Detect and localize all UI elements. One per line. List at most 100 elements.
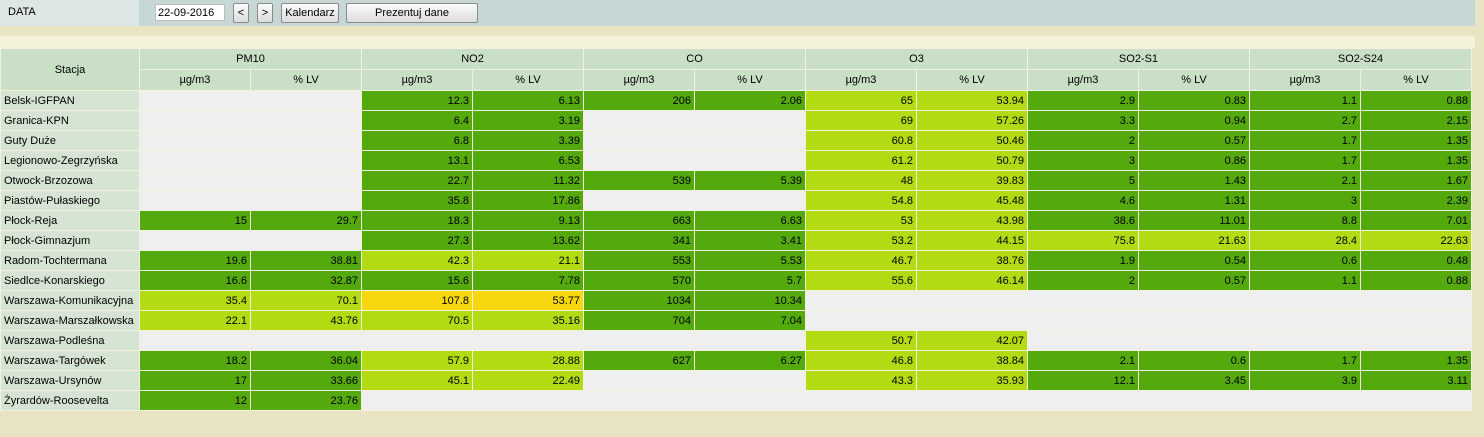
lv-percent-cell: 39.83 [916,170,1028,191]
concentration-cell: 107.8 [361,290,473,311]
station-header: Stacja [0,48,140,91]
lv-percent-cell: 7.01 [1360,210,1472,231]
lv-percent-cell: 1.35 [1360,150,1472,171]
concentration-cell: 2 [1027,270,1139,291]
lv-percent-cell [694,390,806,411]
prev-date-button[interactable]: < [233,3,249,23]
lv-percent-cell: 70.1 [250,290,362,311]
lv-percent-cell: 1.35 [1360,130,1472,151]
lv-percent-cell [1360,390,1472,411]
concentration-cell: 3 [1027,150,1139,171]
lv-percent-cell: 3.39 [472,130,584,151]
table-row: Otwock-Brzozowa 22.7 11.32 539 5.39 48 39.83 5 1… [0,170,1472,191]
concentration-cell: 1.9 [1027,250,1139,271]
concentration-cell: 55.6 [805,270,917,291]
station-name: Płock-Reja [0,210,140,231]
concentration-cell: 46.8 [805,350,917,371]
lv-percent-cell: 35.16 [472,310,584,331]
lv-percent-cell [250,330,362,351]
concentration-cell: 12.1 [1027,370,1139,391]
concentration-cell: 3 [1249,190,1361,211]
spacer-strip-light [0,36,1475,48]
concentration-cell: 1034 [583,290,695,311]
concentration-cell [139,230,251,251]
concentration-cell [805,290,917,311]
present-data-button[interactable]: Prezentuj dane [346,3,478,23]
lv-percent-cell: 7.04 [694,310,806,331]
table-row: Warszawa-Podleśna 50.7 42.07 [0,330,1472,351]
lv-percent-cell: 9.13 [472,210,584,231]
table-row: Legionowo-Zegrzyńska 13.1 6.53 61.2 50.79 3 0.… [0,150,1472,171]
lv-percent-cell: 32.87 [250,270,362,291]
lv-percent-cell: 3.11 [1360,370,1472,391]
next-date-button[interactable]: > [257,3,273,23]
unit-header: µg/m3 [583,69,695,91]
concentration-cell [583,330,695,351]
concentration-cell [139,190,251,211]
lv-header: % LV [1138,69,1250,91]
concentration-cell: 2.1 [1249,170,1361,191]
concentration-cell: 53.2 [805,230,917,251]
lv-percent-cell: 0.83 [1138,90,1250,111]
lv-percent-cell: 2.15 [1360,110,1472,131]
lv-percent-cell: 1.67 [1360,170,1472,191]
lv-percent-cell: 22.49 [472,370,584,391]
table-row: Granica-KPN 6.4 3.19 69 57.26 3.3 0.94 2.7 2.15 [0,110,1472,131]
lv-percent-cell: 38.81 [250,250,362,271]
measurements-table: Stacja PM10 NO2 CO O3 SO2-S1 SO2-S24 µg/… [0,48,1472,411]
lv-percent-cell [694,370,806,391]
concentration-cell [583,130,695,151]
lv-percent-cell: 33.66 [250,370,362,391]
concentration-cell: 15 [139,210,251,231]
concentration-cell [805,310,917,331]
concentration-cell: 69 [805,110,917,131]
station-name: Żyrardów-Roosevelta [0,390,140,411]
unit-header: µg/m3 [1249,69,1361,91]
lv-header: % LV [916,69,1028,91]
lv-header: % LV [694,69,806,91]
concentration-cell [1027,330,1139,351]
lv-percent-cell: 0.57 [1138,130,1250,151]
lv-percent-cell [250,170,362,191]
unit-header: µg/m3 [1027,69,1139,91]
calendar-button[interactable]: Kalendarz [281,3,339,23]
concentration-cell: 46.7 [805,250,917,271]
concentration-cell [361,390,473,411]
unit-header: µg/m3 [805,69,917,91]
pollutant-header-pm10: PM10 [139,48,362,70]
lv-percent-cell [250,190,362,211]
concentration-cell: 341 [583,230,695,251]
lv-percent-cell: 29.7 [250,210,362,231]
lv-percent-cell [250,150,362,171]
concentration-cell: 57.9 [361,350,473,371]
unit-header-row: µg/m3% LV µg/m3% LV µg/m3% LV µg/m3% LV … [1,69,1472,91]
concentration-cell: 18.2 [139,350,251,371]
lv-percent-cell [1138,290,1250,311]
lv-percent-cell: 44.15 [916,230,1028,251]
table-row: Guty Duże 6.8 3.39 60.8 50.46 2 0.57 1.7 1.35 [0,130,1472,151]
concentration-cell: 35.4 [139,290,251,311]
lv-percent-cell: 45.48 [916,190,1028,211]
lv-percent-cell: 1.43 [1138,170,1250,191]
concentration-cell: 19.6 [139,250,251,271]
lv-percent-cell: 2.39 [1360,190,1472,211]
concentration-cell: 13.1 [361,150,473,171]
station-name: Piastów-Pułaskiego [0,190,140,211]
lv-percent-cell: 6.63 [694,210,806,231]
date-input[interactable] [155,4,225,21]
concentration-cell [1249,290,1361,311]
lv-percent-cell: 11.01 [1138,210,1250,231]
station-name: Warszawa-Podleśna [0,330,140,351]
lv-percent-cell: 0.6 [1138,350,1250,371]
lv-percent-cell: 22.63 [1360,230,1472,251]
lv-percent-cell [916,310,1028,331]
concentration-cell: 43.3 [805,370,917,391]
concentration-cell: 70.5 [361,310,473,331]
lv-percent-cell: 6.53 [472,150,584,171]
lv-percent-cell: 50.46 [916,130,1028,151]
lv-percent-cell: 17.86 [472,190,584,211]
unit-header: µg/m3 [361,69,473,91]
concentration-cell: 42.3 [361,250,473,271]
concentration-cell: 8.8 [1249,210,1361,231]
concentration-cell: 2.9 [1027,90,1139,111]
